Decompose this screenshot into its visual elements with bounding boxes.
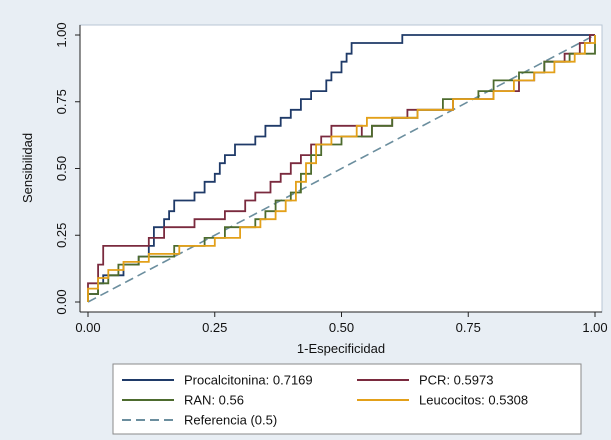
legend-label-0: Procalcitonina: 0.7169 [184, 373, 313, 388]
x-axis-label: 1-Especificidad [297, 341, 385, 356]
x-tick-label: 0.25 [202, 320, 227, 335]
y-tick-label: 0.75 [54, 89, 69, 114]
series-line-2 [87, 35, 596, 302]
series-layer [87, 34, 596, 302]
series-line-3 [87, 35, 596, 302]
legend-label-1: PCR: 0.5973 [419, 373, 493, 388]
legend-label-4: Referencia (0.5) [184, 413, 277, 428]
x-tick-label: 1.00 [582, 320, 607, 335]
legend-box [112, 363, 582, 435]
legend-label-2: RAN: 0.56 [184, 393, 244, 408]
legend: Procalcitonina: 0.7169 PCR: 0.5973 RAN: 0.… [112, 363, 582, 435]
x-tick-label: 0.00 [75, 320, 100, 335]
x-tick-label: 0.75 [456, 320, 481, 335]
y-tick-label: 0.00 [54, 289, 69, 314]
y-tick-label: 0.25 [54, 223, 69, 248]
y-tick-label: 0.50 [54, 156, 69, 181]
axes-layer: 0.00 0.25 0.50 0.75 1.00 0.00 0.25 0.50 0.75 1.00 [54, 22, 608, 335]
legend-label-3: Leucocitos: 0.5308 [419, 393, 528, 408]
y-tick-label: 1.00 [54, 22, 69, 47]
legend-items: Procalcitonina: 0.7169 PCR: 0.5973 RAN: 0.… [122, 373, 528, 428]
y-axis-label: Sensibilidad [20, 133, 35, 203]
x-tick-label: 0.50 [329, 320, 354, 335]
